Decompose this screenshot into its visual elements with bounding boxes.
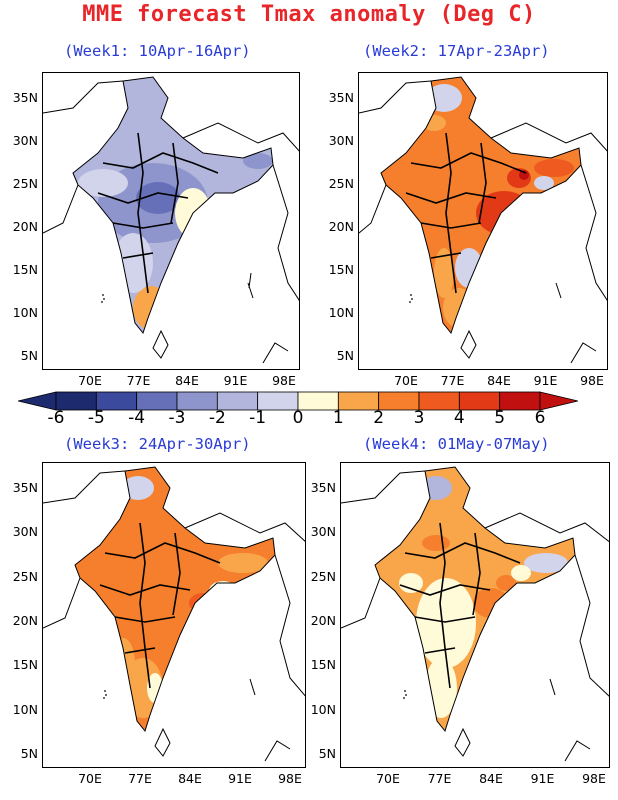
lat-label: 20N: [12, 219, 38, 234]
map-week1: [43, 76, 299, 364]
panel-3-subtitle: (Week3: 24Apr-30Apr): [64, 435, 251, 453]
colorbar-tick-label: -5: [87, 408, 105, 428]
map-week2: [359, 76, 607, 364]
lat-label: 15N: [328, 262, 354, 277]
colorbar-tick-label: 3: [413, 408, 425, 428]
lon-label: 91E: [530, 771, 555, 786]
map-week4: [341, 466, 609, 762]
lon-label: 91E: [533, 373, 558, 388]
lat-label: 10N: [12, 701, 38, 717]
figure-title: MME forecast Tmax anomaly (Deg C): [82, 2, 536, 27]
colorbar-tick-label: -3: [168, 408, 186, 428]
lat-label: 35N: [328, 90, 354, 105]
lon-label: 84E: [175, 373, 199, 388]
lat-label: 5N: [20, 348, 38, 363]
colorbar-tick-label: -1: [249, 408, 267, 428]
colorbar-tick-label: -2: [208, 408, 226, 428]
lat-label: 10N: [328, 305, 354, 320]
lat-label: 25N: [328, 176, 354, 191]
panel-4-subtitle: (Week4: 01May-07May): [363, 435, 550, 453]
colorbar-tick-label: -6: [47, 408, 65, 428]
colorbar-tick-label: 4: [453, 408, 465, 428]
lon-label: 98E: [580, 373, 604, 388]
lat-label: 5N: [20, 746, 38, 761]
colorbar-tick-label: 2: [373, 408, 385, 428]
lat-label: 20N: [12, 613, 38, 628]
lat-label: 30N: [12, 524, 38, 540]
lat-label: 15N: [310, 657, 336, 673]
lat-label: 35N: [12, 480, 38, 495]
lon-label: 98E: [278, 771, 302, 786]
lat-label: 10N: [310, 701, 336, 717]
colorbar-tick-label: 5: [494, 408, 506, 428]
lon-label: 84E: [487, 373, 511, 388]
colorbar-tick-label: -4: [128, 408, 146, 428]
lon-label: 77E: [440, 373, 465, 388]
lat-label: 20N: [328, 219, 354, 234]
lat-label: 35N: [12, 90, 38, 105]
lon-label: 70E: [376, 771, 400, 786]
lat-label: 15N: [12, 262, 38, 277]
panel-2-subtitle: (Week2: 17Apr-23Apr): [363, 42, 550, 60]
lat-label: 10N: [12, 305, 38, 320]
lon-label: 98E: [582, 771, 606, 786]
lat-label: 25N: [12, 568, 38, 584]
lon-label: 77E: [126, 373, 151, 388]
panel-1-subtitle: (Week1: 10Apr-16Apr): [64, 42, 251, 60]
map-panel-week2: [358, 72, 608, 370]
colorbar-tick-label: 1: [332, 408, 344, 428]
lat-label: 30N: [12, 133, 38, 148]
map-week3: [43, 466, 305, 762]
lat-label: 35N: [310, 480, 336, 495]
lon-label: 70E: [78, 373, 102, 388]
colorbar-tick-label: 0: [292, 408, 304, 428]
lon-label: 77E: [128, 771, 152, 786]
lat-label: 15N: [12, 657, 38, 673]
lat-label: 30N: [310, 524, 336, 540]
map-panel-week4: [340, 462, 610, 768]
lon-label: 70E: [394, 373, 418, 388]
lat-label: 5N: [336, 348, 354, 363]
lat-label: 5N: [318, 746, 336, 761]
lon-label: 70E: [78, 771, 102, 786]
map-panel-week1: [42, 72, 300, 370]
colorbar: [18, 391, 578, 411]
lat-label: 20N: [310, 613, 336, 628]
lon-label: 84E: [479, 771, 503, 786]
colorbar-max-arrow: [539, 391, 578, 411]
map-panel-week3: [42, 462, 306, 768]
lon-label: 84E: [178, 771, 202, 786]
lat-label: 30N: [328, 133, 354, 148]
colorbar-tick-label: 6: [534, 408, 546, 428]
lat-label: 25N: [12, 176, 38, 191]
lon-label: 91E: [228, 771, 252, 786]
lon-label: 91E: [223, 373, 248, 388]
lon-label: 77E: [427, 771, 452, 786]
lon-label: 98E: [272, 373, 296, 388]
lat-label: 25N: [310, 568, 336, 584]
